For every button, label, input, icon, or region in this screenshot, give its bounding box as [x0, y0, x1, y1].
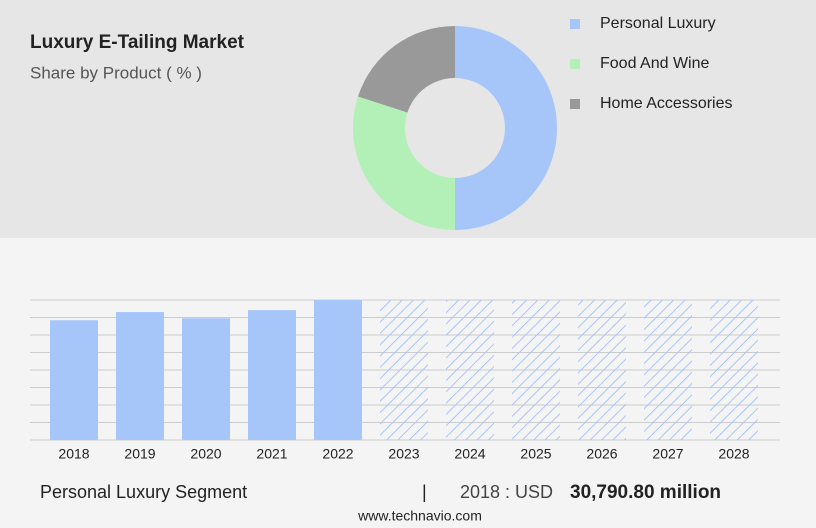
- legend-swatch: [570, 59, 580, 69]
- title: Luxury E-Tailing Market: [30, 32, 245, 53]
- separator: |: [422, 482, 427, 502]
- donut-slice: [353, 96, 455, 230]
- year-label: 2018 : USD: [460, 482, 553, 502]
- forecast-placeholder: [446, 300, 494, 440]
- x-tick-label: 2028: [718, 446, 749, 462]
- x-tick-label: 2024: [454, 446, 485, 462]
- legend-label: Personal Luxury: [600, 15, 716, 32]
- x-tick-label: 2027: [652, 446, 683, 462]
- legend-label: Home Accessories: [600, 95, 733, 112]
- x-tick-label: 2020: [190, 446, 221, 462]
- bar: [50, 320, 98, 440]
- subtitle: Share by Product ( % ): [30, 63, 202, 82]
- segment-label: Personal Luxury Segment: [40, 482, 247, 502]
- x-tick-label: 2018: [58, 446, 89, 462]
- forecast-placeholder: [380, 300, 428, 440]
- legend-swatch: [570, 19, 580, 29]
- x-tick-label: 2021: [256, 446, 287, 462]
- forecast-placeholder: [710, 300, 758, 440]
- donut-slice: [357, 26, 455, 113]
- x-tick-label: 2025: [520, 446, 551, 462]
- bar: [248, 310, 296, 440]
- x-tick-label: 2022: [322, 446, 353, 462]
- bar: [182, 318, 230, 440]
- forecast-placeholder: [512, 300, 560, 440]
- source: www.technavio.com: [357, 508, 482, 524]
- x-tick-label: 2026: [586, 446, 617, 462]
- value-label: 30,790.80 million: [570, 482, 721, 503]
- legend-swatch: [570, 99, 580, 109]
- x-tick-label: 2019: [124, 446, 155, 462]
- bar: [314, 300, 362, 440]
- x-tick-label: 2023: [388, 446, 419, 462]
- legend-label: Food And Wine: [600, 55, 710, 72]
- bar: [116, 312, 164, 440]
- forecast-placeholder: [578, 300, 626, 440]
- donut-slice: [455, 26, 557, 230]
- forecast-placeholder: [644, 300, 692, 440]
